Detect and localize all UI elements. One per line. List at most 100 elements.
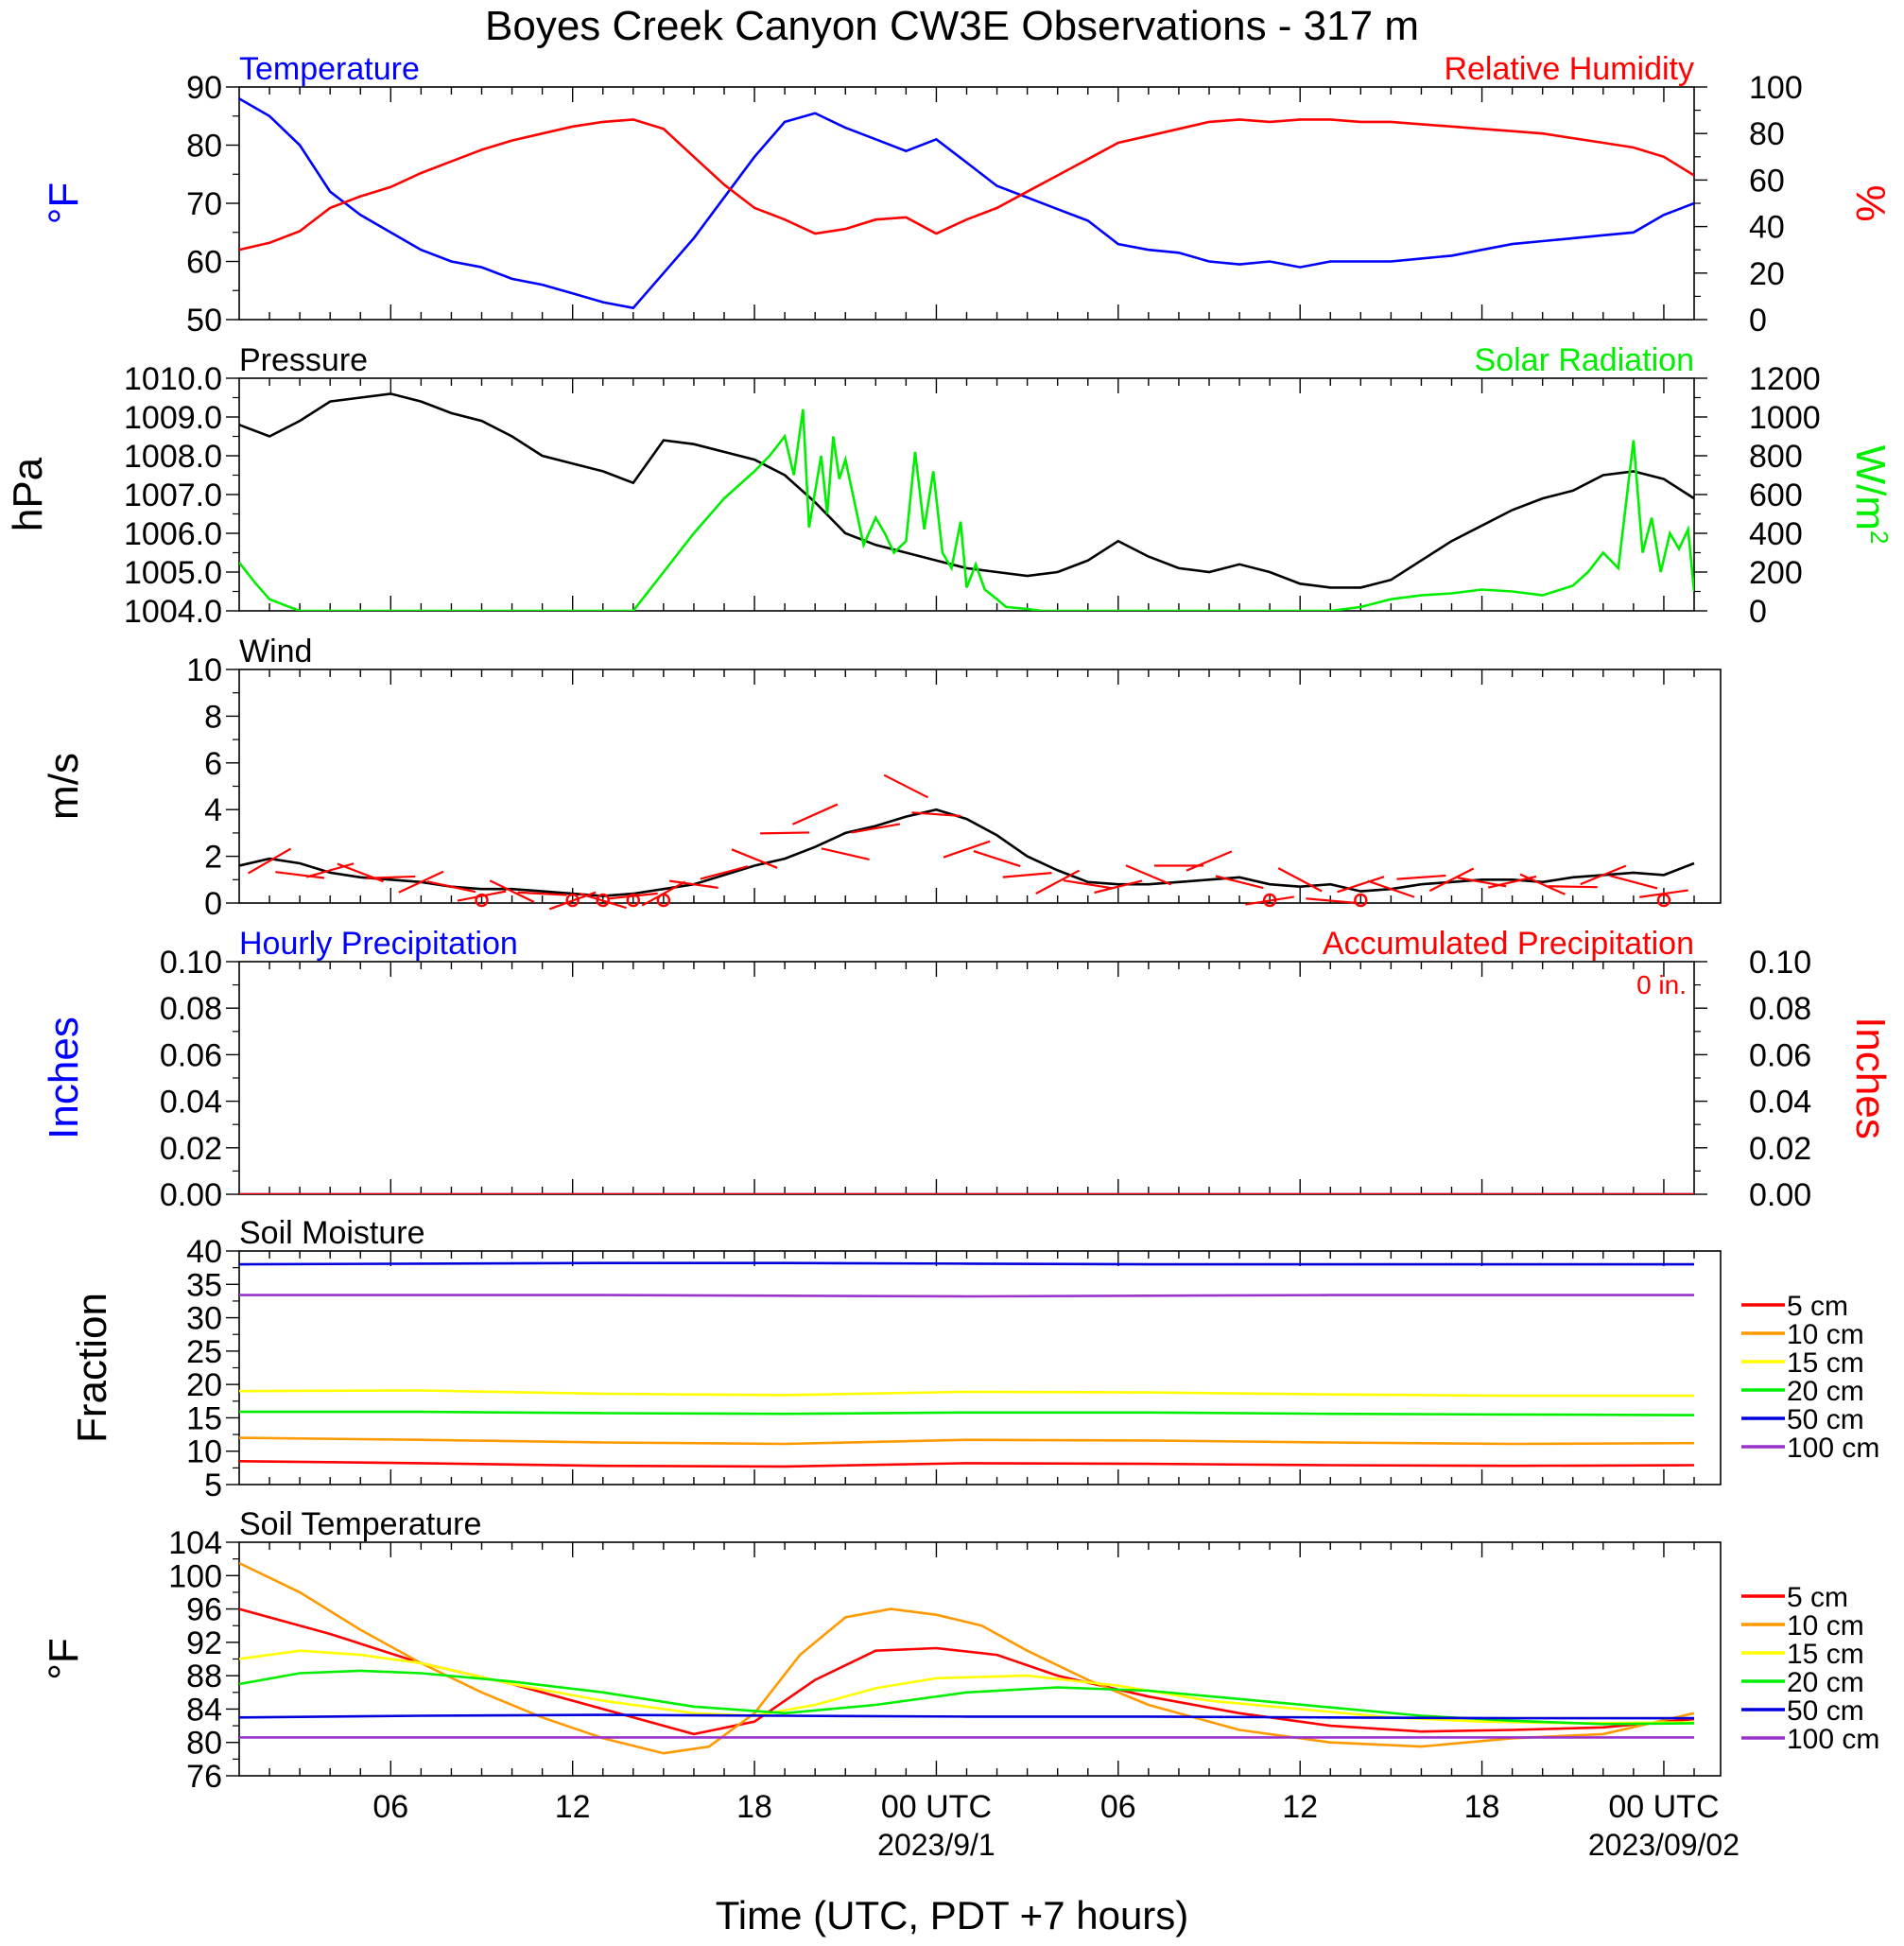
wind-barb — [791, 803, 839, 825]
wind-barb — [911, 811, 961, 818]
wind-barb — [973, 849, 1021, 868]
y-tick-label-left: 40 — [186, 1234, 222, 1270]
calm-wind-marker — [475, 893, 489, 908]
wind-barb — [1396, 874, 1446, 880]
wind-barb — [275, 871, 325, 879]
series-line-wind — [239, 808, 1695, 897]
wind-barb — [1035, 869, 1081, 895]
wind-barb — [1063, 879, 1113, 890]
legend-label: 10 cm — [1787, 1610, 1864, 1642]
y-tick-label-left: 0.02 — [160, 1131, 222, 1167]
y-axis-unit-left: Fraction — [69, 1293, 115, 1443]
wind-barb — [1306, 897, 1356, 904]
series-line-pressure — [239, 392, 1694, 589]
x-tick-label: 18 — [1464, 1789, 1500, 1825]
panel-title-left: Soil Temperature — [239, 1506, 481, 1542]
y-tick-label-left: 50 — [186, 303, 222, 339]
y-tick-label-left: 2 — [204, 840, 222, 876]
panel-title-right: Solar Radiation — [1475, 342, 1694, 378]
panel-pressure_solar: 1010.01009.01008.01007.01006.01005.01004… — [5, 342, 1894, 630]
panel-title-left: Soil Moisture — [239, 1215, 425, 1251]
y-tick-label-left: 92 — [186, 1625, 222, 1661]
y-axis-unit-left: hPa — [5, 457, 51, 531]
y-tick-label-left: 80 — [186, 129, 222, 165]
y-axis-unit-right: % — [1847, 184, 1894, 221]
legend-label: 5 cm — [1787, 1582, 1848, 1613]
y-tick-label-left: 0 — [204, 886, 222, 922]
series-line-20-cm — [239, 1410, 1695, 1416]
y-tick-label-right: 40 — [1749, 210, 1785, 246]
y-tick-label-left: 1008.0 — [124, 439, 222, 475]
y-tick-label-left: 0.04 — [160, 1085, 222, 1121]
y-tick-label-left: 8 — [204, 699, 222, 735]
y-axis-unit-left: m/s — [41, 753, 87, 820]
calm-wind-marker — [596, 893, 610, 908]
y-axis-unit-right: W/m2 — [1847, 445, 1894, 545]
y-tick-label-right: 0 — [1749, 594, 1767, 630]
y-tick-label-left: 88 — [186, 1659, 222, 1694]
x-tick-label: 06 — [1100, 1789, 1136, 1825]
wind-barb — [1002, 871, 1052, 878]
wind-barb — [517, 891, 567, 896]
wind-barb — [1125, 864, 1172, 886]
y-tick-label-left: 84 — [186, 1692, 222, 1728]
y-tick-label-left: 1006.0 — [124, 516, 222, 552]
calm-wind-marker — [565, 893, 580, 908]
panel-temp_rh: 90 80 70 60 50 100 80 60 40 20 0 Temperature Relativ… — [41, 51, 1894, 339]
y-tick-label-left: 25 — [186, 1334, 222, 1370]
y-tick-label-left: 1010.0 — [124, 361, 222, 397]
legend-label: 15 cm — [1787, 1347, 1864, 1379]
wind-barb — [489, 879, 535, 904]
y-tick-label-left: 0.08 — [160, 991, 222, 1027]
y-tick-label-left: 20 — [186, 1367, 222, 1403]
y-tick-label-left: 96 — [186, 1592, 222, 1628]
panel-title-left: Hourly Precipitation — [239, 926, 518, 962]
series-line-solar-radiation — [239, 408, 1694, 611]
y-tick-label-left: 15 — [186, 1400, 222, 1436]
x-date-label: 2023/09/02 — [1588, 1828, 1740, 1862]
wind-barb — [851, 823, 901, 834]
y-tick-label-right: 1200 — [1749, 361, 1821, 397]
wind-barb — [366, 875, 416, 879]
legend-label: 20 cm — [1787, 1667, 1864, 1698]
unit-superscript: 2 — [1865, 530, 1894, 544]
y-tick-label-left: 0.06 — [160, 1037, 222, 1073]
y-tick-label-right: 1000 — [1749, 400, 1821, 436]
wind-barb — [457, 890, 507, 902]
y-tick-label-right: 0.02 — [1749, 1131, 1811, 1167]
wind-barb — [608, 892, 658, 900]
y-tick-label-right: 200 — [1749, 555, 1803, 591]
y-tick-label-left: 1007.0 — [124, 478, 222, 513]
panel-title-left: Wind — [239, 634, 312, 669]
y-tick-label-right: 80 — [1749, 116, 1785, 152]
series-line-50-cm — [239, 1261, 1694, 1266]
y-tick-label-left: 6 — [204, 746, 222, 782]
y-tick-label-right: 100 — [1749, 70, 1803, 106]
x-tick-label: 12 — [1282, 1789, 1318, 1825]
wind-barb — [700, 865, 749, 880]
wind-barb — [1580, 864, 1627, 886]
legend-label: 50 cm — [1787, 1695, 1864, 1727]
calm-wind-marker — [1354, 893, 1368, 908]
y-tick-label-left: 70 — [186, 186, 222, 222]
y-tick-label-left: 0.10 — [160, 945, 222, 981]
calm-wind-marker — [656, 893, 671, 908]
wind-barb — [1186, 850, 1233, 872]
y-tick-label-left: 10 — [186, 652, 222, 688]
series-line-20-cm — [239, 1669, 1695, 1726]
series-line-relative-humidity — [239, 118, 1694, 252]
y-tick-label-left: 76 — [186, 1759, 222, 1795]
x-axis-label: Time (UTC, PDT +7 hours) — [716, 1893, 1189, 1937]
x-tick-label: 00 UTC — [881, 1789, 992, 1825]
y-tick-label-left: 1004.0 — [124, 594, 222, 630]
legend-label: 100 cm — [1787, 1433, 1879, 1464]
x-tick-label: 06 — [372, 1789, 408, 1825]
legend-label: 20 cm — [1787, 1376, 1864, 1407]
wind-barb — [731, 848, 778, 869]
y-axis-unit-left: Inches — [41, 1016, 87, 1139]
y-tick-label-right: 60 — [1749, 163, 1785, 199]
wind-barb — [1548, 885, 1598, 889]
y-tick-label-left: 10 — [186, 1434, 222, 1470]
